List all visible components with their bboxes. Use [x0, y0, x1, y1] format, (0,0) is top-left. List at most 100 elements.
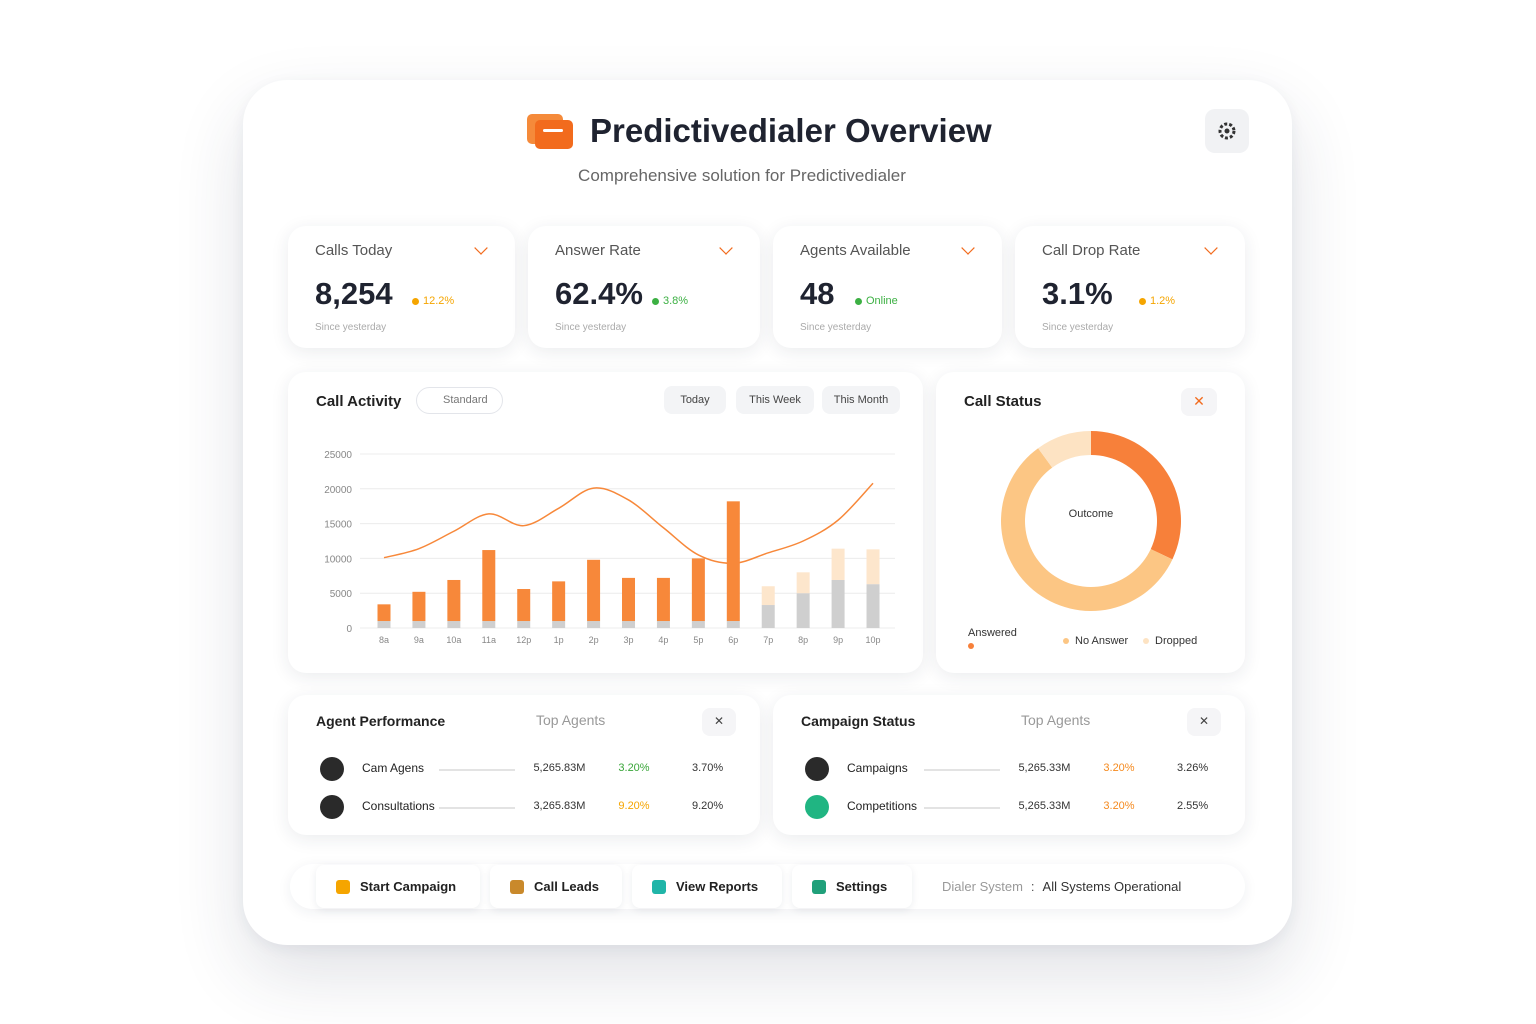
page-subtitle: Comprehensive solution for Predictivedia… [578, 166, 906, 185]
bar-segment [866, 549, 880, 585]
x-tick-label: 10a [446, 635, 461, 645]
delta-dot [652, 298, 659, 305]
kpi-delta: 1.2% [1139, 295, 1175, 307]
panel-filter[interactable]: Top Agents [1021, 712, 1091, 728]
range-button[interactable]: This Week [736, 386, 814, 414]
action-label: Settings [836, 879, 888, 894]
bar-segment [831, 548, 845, 580]
x-tick-label: 4p [658, 635, 668, 645]
delta-dot [412, 298, 419, 305]
bar-segment [831, 579, 845, 628]
x-tick-label: 2p [589, 635, 599, 645]
donut-segment [1091, 431, 1181, 560]
row-amount: 5,265.83M [533, 762, 586, 774]
bar-segment [622, 577, 636, 622]
settings-button[interactable] [1205, 109, 1249, 153]
x-tick-label: 9a [414, 635, 424, 645]
bar-segment [377, 621, 391, 628]
action-label: Call Leads [534, 879, 600, 894]
bar-segment [517, 621, 531, 628]
kpi-delta: 3.8% [652, 295, 688, 307]
action-label: View Reports [676, 879, 759, 894]
action-button[interactable]: Call Leads [490, 865, 622, 908]
row-share: 3.70% [692, 762, 724, 774]
kpi-label: Call Drop Rate [1042, 242, 1141, 259]
row-name: Consultations [362, 799, 435, 813]
bar-segment [691, 558, 705, 622]
kpi-label: Calls Today [315, 242, 393, 259]
bar-segment [412, 621, 426, 628]
kpi-delta: Online [855, 295, 898, 307]
call-activity-panel: Call Activity Standard Today This Week This … [288, 372, 923, 673]
x-tick-label: 12p [516, 635, 531, 645]
kpi-note: Since yesterday [1042, 322, 1114, 333]
kpi-note: Since yesterday [800, 322, 872, 333]
action-button[interactable]: View Reports [632, 865, 782, 908]
filter-pill[interactable]: Standard [416, 387, 503, 414]
kpi-value: 62.4% [555, 276, 643, 311]
bar-segment [761, 586, 775, 606]
row-bar [924, 807, 1000, 809]
legend-item: Dropped [1143, 635, 1197, 647]
bar-segment [552, 581, 566, 622]
donut-segment [1001, 448, 1173, 611]
row-name: Competitions [847, 799, 918, 813]
bar-segment [517, 589, 531, 622]
range-button[interactable]: Today [664, 386, 726, 414]
kpi-value: 8,254 [315, 276, 393, 311]
x-tick-label: 1p [554, 635, 564, 645]
delta-dot [855, 298, 862, 305]
bar-segment [377, 604, 391, 622]
legend-dot [968, 643, 974, 649]
kpi-card: Answer Rate 62.4% 3.8% Since yesterday [528, 226, 760, 348]
legend-item: Answered [968, 627, 1017, 649]
row-amount: 5,265.33M [1018, 762, 1071, 774]
y-tick-label: 0 [346, 624, 352, 635]
panel-icon-button[interactable]: ✕ [1181, 388, 1217, 416]
row-icon [320, 757, 344, 781]
x-tick-label: 3p [624, 635, 634, 645]
kpi-label: Agents Available [800, 242, 911, 259]
delta-dot [1139, 298, 1146, 305]
panel-icon-button[interactable]: ✕ [702, 708, 736, 736]
legend-dot [1063, 638, 1069, 644]
trend-line [383, 482, 874, 565]
performance-panel: Agent Performance Top Agents ✕ Cam Agens 5,2… [288, 695, 760, 835]
kpi-note: Since yesterday [555, 322, 627, 333]
row-name: Campaigns [847, 761, 908, 775]
action-icon [812, 880, 826, 894]
panel-title: Agent Performance [316, 713, 446, 729]
x-tick-label: 6p [728, 635, 738, 645]
kpi-card: Calls Today 8,254 12.2% Since yesterday [288, 226, 515, 348]
y-tick-label: 5000 [330, 589, 353, 600]
row-icon [805, 795, 829, 819]
bar-segment [796, 593, 810, 628]
x-tick-label: 10p [866, 635, 881, 645]
x-tick-label: 9p [833, 635, 843, 645]
legend-item: No Answer [1063, 635, 1128, 647]
x-tick-label: 8p [798, 635, 808, 645]
row-icon [320, 795, 344, 819]
row-amount: 3,265.83M [533, 800, 586, 812]
row-share: 9.20% [692, 800, 724, 812]
row-change: 3.20% [1103, 762, 1135, 774]
gear-icon [1218, 122, 1236, 140]
panel-icon-button[interactable]: ✕ [1187, 708, 1221, 736]
row-change: 3.20% [618, 762, 650, 774]
bar-segment [482, 621, 496, 628]
donut-segment [1038, 431, 1091, 468]
range-button[interactable]: This Month [822, 386, 900, 414]
performance-panel: Campaign Status Top Agents ✕ Campaigns 5,265… [773, 695, 1245, 835]
kpi-value: 48 [800, 276, 835, 311]
action-button[interactable]: Start Campaign [316, 865, 480, 908]
x-tick-label: 5p [693, 635, 703, 645]
panel-filter[interactable]: Top Agents [536, 712, 606, 728]
status-pill: Dialer System: All Systems Operational [922, 865, 1245, 908]
row-amount: 5,265.33M [1018, 800, 1071, 812]
action-button[interactable]: Settings [792, 865, 912, 908]
bar-segment [691, 621, 705, 628]
y-tick-label: 15000 [324, 520, 352, 531]
bar-segment [622, 621, 636, 628]
row-change: 9.20% [618, 800, 650, 812]
kpi-card: Agents Available 48 Online Since yesterday [773, 226, 1002, 348]
